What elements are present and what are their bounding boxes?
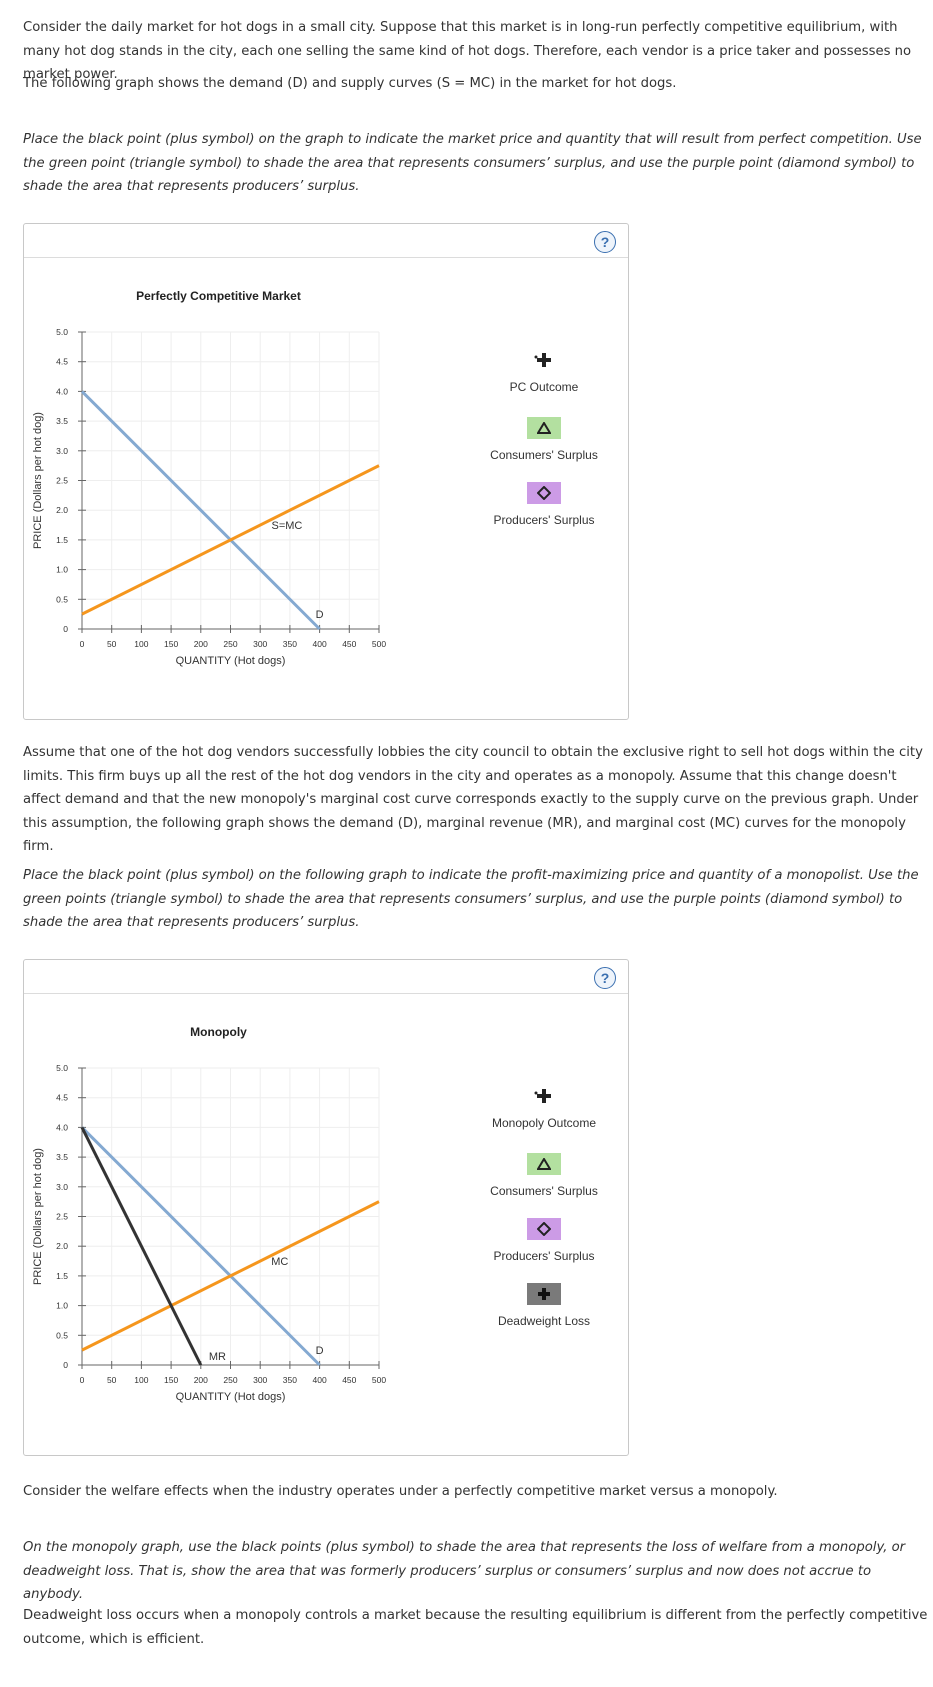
pc-outcome-label: PC Outcome: [509, 380, 579, 394]
x-tick-label: 200: [194, 1375, 208, 1385]
x-tick-label: 500: [372, 1375, 386, 1385]
chart-title: Monopoly: [190, 1025, 247, 1039]
dwl-explanation: Deadweight loss occurs when a monopoly c…: [23, 1608, 928, 1647]
monopoly-consumer-surplus-tool[interactable]: Consumers' Surplus: [464, 1153, 624, 1198]
monopoly-legend: Monopoly Outcome Consumers' Surplus Prod…: [464, 1085, 624, 1365]
y-axis-label: PRICE (Dollars per hot dog): [32, 412, 44, 549]
graph-intro-paragraph: The following graph shows the demand (D)…: [23, 76, 677, 91]
pc-outcome-tool[interactable]: PC Outcome: [464, 349, 624, 394]
x-tick-label: 350: [283, 1375, 297, 1385]
series-label-d: D: [316, 1345, 324, 1357]
y-tick-label: 3.5: [56, 416, 68, 426]
series-line-d: [80, 390, 321, 631]
y-tick-label: 1.0: [56, 565, 68, 575]
pc-consumer-surplus-tool[interactable]: Consumers' Surplus: [464, 417, 624, 462]
y-tick-label: 5.0: [56, 327, 68, 337]
y-tick-label: 4.0: [56, 1122, 68, 1132]
y-tick-label: 2.0: [56, 505, 68, 515]
series-line-mr: [80, 1126, 203, 1366]
monopoly-producer-surplus-tool[interactable]: Producers' Surplus: [464, 1218, 624, 1263]
diamond-marker-icon: [527, 482, 561, 504]
chart-title: Perfectly Competitive Market: [136, 289, 301, 303]
monopoly-deadweight-loss-tool[interactable]: Deadweight Loss: [464, 1283, 624, 1328]
y-tick-label: 1.5: [56, 1271, 68, 1281]
y-tick-label: 2.0: [56, 1241, 68, 1251]
x-tick-label: 250: [223, 639, 237, 649]
series-label-mr: MR: [209, 1351, 226, 1363]
x-tick-label: 500: [372, 639, 386, 649]
x-tick-label: 450: [342, 639, 356, 649]
x-tick-label: 250: [223, 1375, 237, 1385]
x-tick-label: 0: [80, 639, 85, 649]
pc-help-button[interactable]: ?: [594, 231, 616, 253]
y-tick-label: 2.5: [56, 1212, 68, 1222]
series-line-mc: [81, 1200, 380, 1352]
y-tick-label: 4.5: [56, 1093, 68, 1103]
y-tick-label: 0: [63, 1360, 68, 1370]
y-tick-label: 1.0: [56, 1301, 68, 1311]
pc-graph-panel: ? Perfectly Competitive Market 0 50 100 150 2…: [23, 223, 629, 720]
x-tick-label: 100: [134, 1375, 148, 1385]
triangle-marker-icon: [527, 1153, 561, 1175]
monopoly-graph-toolbar: ?: [24, 960, 628, 994]
x-axis-label: QUANTITY (Hot dogs): [176, 655, 286, 667]
monopoly-outcome-label: Monopoly Outcome: [491, 1116, 597, 1130]
series-line-d: [80, 1126, 321, 1367]
diamond-marker-icon: [527, 1218, 561, 1240]
monopoly-help-button[interactable]: ?: [594, 967, 616, 989]
series-label-mc: MC: [271, 1256, 288, 1268]
series-label-d: D: [316, 609, 324, 621]
y-tick-label: 4.0: [56, 386, 68, 396]
x-tick-label: 50: [107, 639, 117, 649]
x-tick-label: 450: [342, 1375, 356, 1385]
x-tick-label: 400: [313, 639, 327, 649]
monopoly-consumer-surplus-label: Consumers' Surplus: [490, 1184, 598, 1198]
x-tick-label: 400: [313, 1375, 327, 1385]
plus-marker-icon: [527, 1283, 561, 1305]
x-tick-label: 0: [80, 1375, 85, 1385]
y-tick-label: 0: [63, 624, 68, 634]
y-tick-label: 3.5: [56, 1152, 68, 1162]
x-tick-label: 200: [194, 639, 208, 649]
x-tick-label: 50: [107, 1375, 117, 1385]
welfare-paragraph: Consider the welfare effects when the in…: [23, 1484, 778, 1499]
triangle-marker-icon: [527, 417, 561, 439]
plus-marker-icon: [527, 349, 561, 371]
x-tick-label: 350: [283, 639, 297, 649]
plus-marker-icon: [527, 1085, 561, 1107]
monopoly-deadweight-loss-label: Deadweight Loss: [497, 1314, 591, 1328]
x-tick-label: 150: [164, 639, 178, 649]
y-tick-label: 3.0: [56, 1182, 68, 1192]
pc-producer-surplus-tool[interactable]: Producers' Surplus: [464, 482, 624, 527]
pc-legend: PC Outcome Consumers' Surplus Producers'…: [464, 349, 624, 569]
monopoly-intro-paragraph: Assume that one of the hot dog vendors s…: [23, 745, 923, 854]
pc-producer-surplus-label: Producers' Surplus: [493, 513, 595, 527]
x-tick-label: 300: [253, 1375, 267, 1385]
x-tick-label: 150: [164, 1375, 178, 1385]
intro-paragraph: Consider the daily market for hot dogs i…: [23, 20, 912, 82]
series-line-smc: [81, 464, 380, 616]
y-tick-label: 0.5: [56, 1330, 68, 1340]
x-tick-label: 100: [134, 639, 148, 649]
y-tick-label: 5.0: [56, 1063, 68, 1073]
pc-graph-toolbar: ?: [24, 224, 628, 258]
x-axis-label: QUANTITY (Hot dogs): [176, 1391, 286, 1403]
y-axis-label: PRICE (Dollars per hot dog): [32, 1148, 44, 1285]
y-tick-label: 4.5: [56, 357, 68, 367]
monopoly-chart[interactable]: Monopoly 0 50 100 150 200 250 300 350 400 450 500 0 0…: [24, 960, 628, 1455]
x-tick-label: 300: [253, 639, 267, 649]
monopoly-producer-surplus-label: Producers' Surplus: [493, 1249, 595, 1263]
monopoly-outcome-tool[interactable]: Monopoly Outcome: [464, 1085, 624, 1130]
pc-consumer-surplus-label: Consumers' Surplus: [490, 448, 598, 462]
y-tick-label: 0.5: [56, 594, 68, 604]
instructions-pc: Place the black point (plus symbol) on t…: [23, 132, 922, 194]
pc-chart[interactable]: Perfectly Competitive Market 0 50 100 150 200…: [24, 224, 628, 719]
instructions-monopoly: Place the black point (plus symbol) on t…: [23, 868, 919, 930]
y-tick-label: 3.0: [56, 446, 68, 456]
instructions-dwl: On the monopoly graph, use the black poi…: [23, 1540, 906, 1602]
monopoly-graph-panel: ? Monopoly 0 50 100 150 200 250 300 350 400 450 500…: [23, 959, 629, 1456]
y-tick-label: 1.5: [56, 535, 68, 545]
y-tick-label: 2.5: [56, 476, 68, 486]
series-label-smc: S=MC: [271, 520, 302, 532]
